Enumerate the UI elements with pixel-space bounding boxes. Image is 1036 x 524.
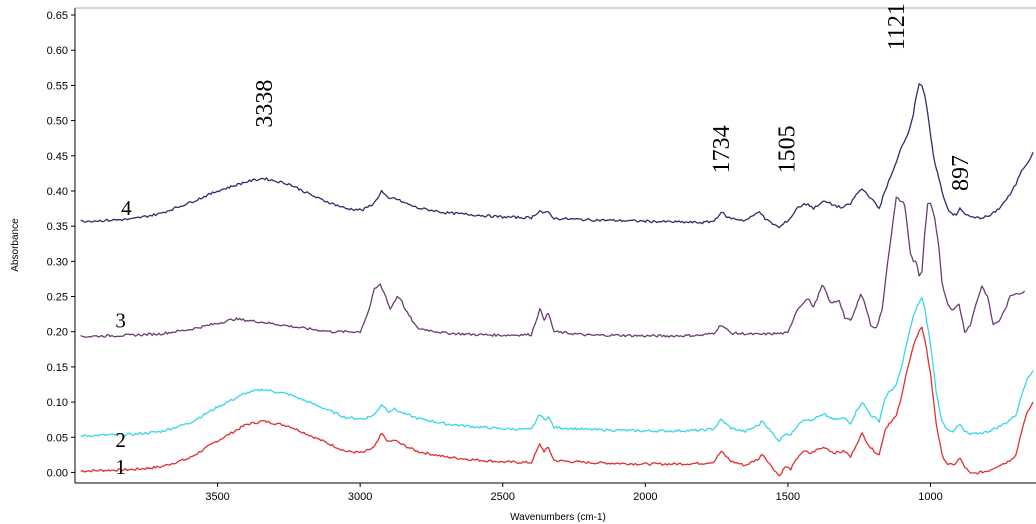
y-tick-label: 0.25	[47, 292, 68, 304]
peak-annotation-897: 897	[948, 155, 974, 191]
y-axis-title: Absorbance	[10, 218, 21, 272]
y-tick-label: 0.35	[47, 221, 68, 233]
series-layer	[80, 83, 1034, 477]
y-tick-label: 0.05	[47, 432, 68, 444]
y-tick-label: 0.00	[47, 467, 68, 479]
y-tick-label: 0.10	[47, 397, 68, 409]
x-tick-label: 3000	[348, 491, 372, 503]
y-tick-label: 0.50	[47, 116, 68, 128]
x-tick-label: 3500	[205, 491, 229, 503]
y-tick-label: 0.40	[47, 186, 68, 198]
x-tick-label: 2000	[633, 491, 657, 503]
x-tick-label: 1000	[918, 491, 942, 503]
peak-annotation-3338: 3338	[252, 80, 278, 128]
y-tick-label: 0.30	[47, 256, 68, 268]
series-line-3	[80, 196, 1026, 338]
x-tick-label: 2500	[491, 491, 515, 503]
y-axis-ticks: 0.00 0.05 0.10 0.15 0.20 0.25 0.30 0.35 0.40 0.45…	[47, 10, 75, 479]
curve-label-2: 2	[115, 428, 126, 452]
y-tick-label: 0.55	[47, 80, 68, 92]
series-line-2	[80, 296, 1034, 443]
x-axis-ticks: 3500 3000 2500 2000 1500 1000	[205, 483, 943, 503]
peak-annotation-1121: 1121	[884, 3, 910, 50]
peak-annotation-1505: 1505	[775, 125, 801, 173]
curve-label-4: 4	[121, 196, 132, 220]
y-tick-label: 0.60	[47, 45, 68, 57]
curve-labels: 1 2 3 4	[115, 196, 132, 479]
series-line-1	[80, 326, 1034, 477]
y-tick-label: 0.45	[47, 151, 68, 163]
peak-annotation-1734: 1734	[709, 125, 735, 173]
peak-annotations: 3338 1734 1505 1121 897	[252, 3, 974, 191]
y-tick-label: 0.15	[47, 362, 68, 374]
x-tick-label: 1500	[776, 491, 800, 503]
y-tick-label: 0.20	[47, 327, 68, 339]
curve-label-3: 3	[115, 308, 126, 332]
curve-label-1: 1	[115, 455, 126, 479]
x-axis-title: Wavenumbers (cm-1)	[510, 512, 606, 523]
plot-frame	[74, 7, 1036, 484]
y-tick-label: 0.65	[47, 10, 68, 22]
series-line-4	[80, 83, 1034, 229]
